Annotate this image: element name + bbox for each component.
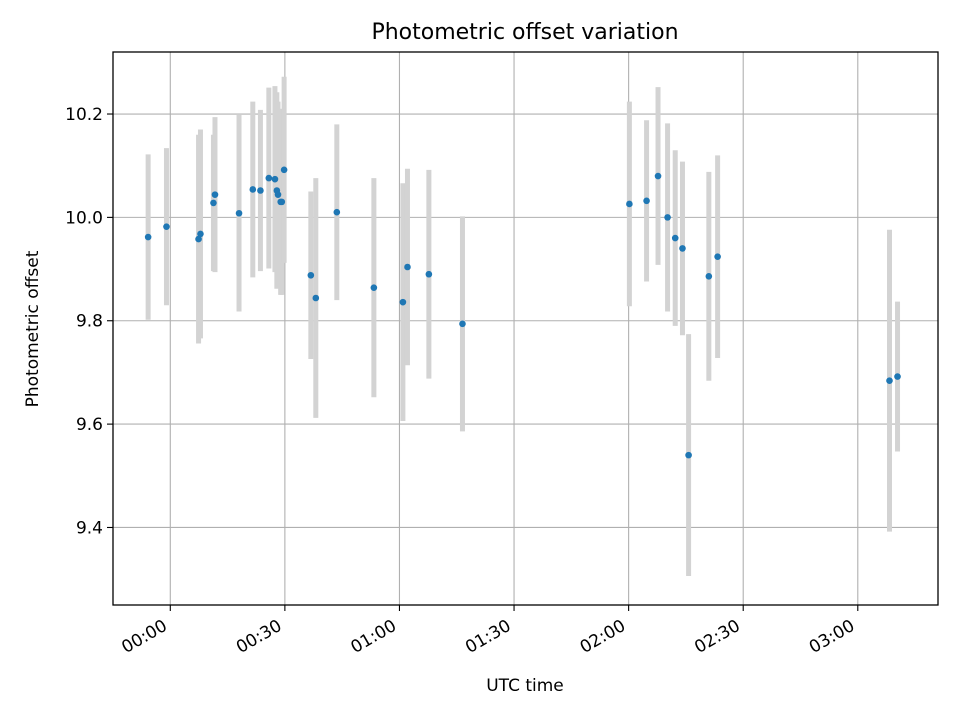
y-tick-label: 9.6 (76, 415, 103, 435)
chart-title: Photometric offset variation (371, 20, 678, 45)
data-point (249, 186, 257, 193)
data-point (685, 451, 692, 459)
data-points (144, 166, 901, 459)
data-point (404, 263, 411, 271)
data-point (312, 294, 320, 302)
y-tick-label: 9.8 (76, 312, 103, 332)
data-point (163, 223, 170, 230)
data-point (257, 187, 264, 194)
data-point (654, 172, 662, 180)
y-tick-label: 10.2 (65, 105, 103, 125)
x-axis-label: UTC time (486, 676, 564, 696)
data-point (307, 271, 315, 279)
y-axis-label: Photometric offset (23, 250, 43, 407)
data-point (211, 191, 219, 198)
data-point (886, 377, 893, 384)
data-point (280, 166, 288, 174)
data-point (425, 270, 433, 278)
y-tick-label: 9.4 (76, 518, 103, 538)
data-point (714, 253, 721, 260)
y-axis-ticks: 9.4 9.6 9.8 10.0 10.2 (65, 105, 113, 538)
data-point (144, 233, 152, 241)
data-point (664, 214, 671, 221)
data-point (643, 197, 650, 205)
data-point (679, 245, 686, 252)
data-point (333, 208, 341, 216)
data-point (399, 298, 407, 306)
data-point (626, 200, 633, 208)
data-point (705, 273, 713, 280)
data-point (210, 199, 217, 207)
data-point (894, 373, 901, 380)
data-point (459, 320, 466, 328)
data-point (195, 235, 202, 243)
data-point (265, 174, 273, 182)
data-point (278, 198, 286, 206)
data-point (671, 234, 679, 242)
axes-frame (112, 51, 939, 606)
data-point (271, 175, 279, 183)
data-point (235, 209, 243, 217)
y-tick-label: 10.0 (65, 208, 103, 228)
data-point (197, 230, 204, 238)
data-point (274, 191, 282, 198)
data-point (370, 284, 378, 291)
